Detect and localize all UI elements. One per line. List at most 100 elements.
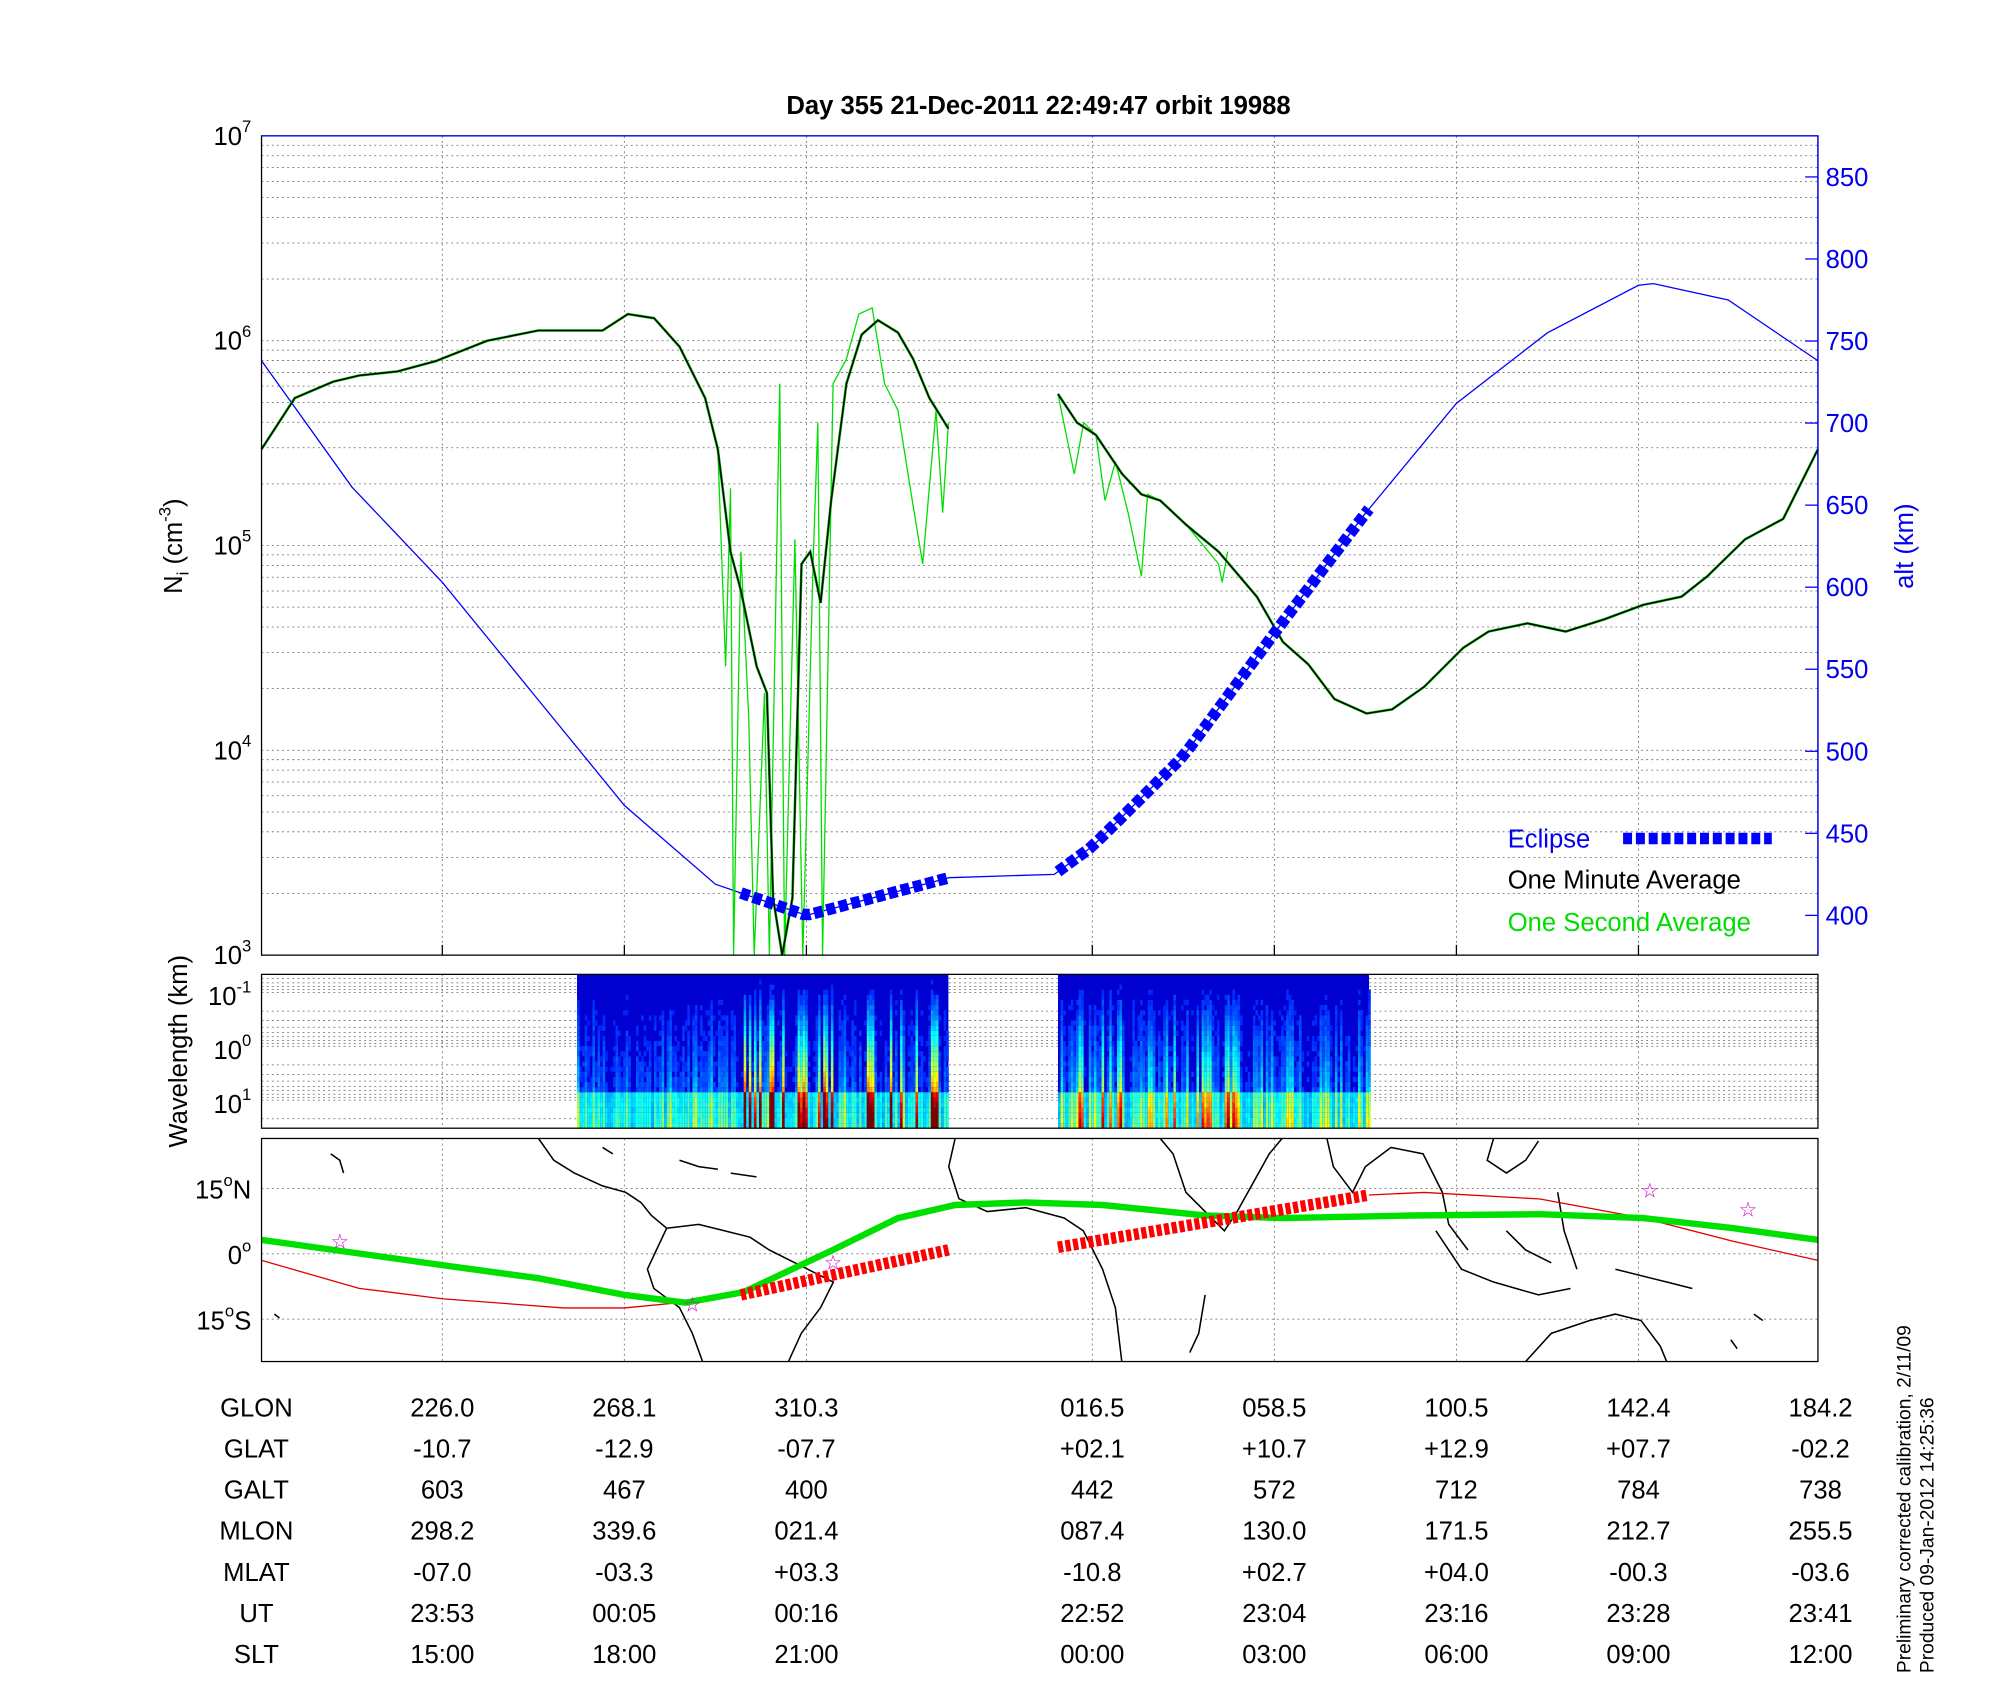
spectrogram-cell [794,1035,798,1042]
spectrogram-cell [853,1000,857,1006]
spectrogram-cell [920,1051,924,1057]
spectrogram-cell [1278,1082,1282,1088]
spectrogram-cell [925,1041,929,1047]
spectrogram-cell [725,1046,729,1052]
spectrogram-cell [625,1010,629,1016]
spectrogram-cell [1229,1051,1233,1057]
spectrogram-cell [1209,1041,1212,1047]
spectrogram-cell [638,1087,642,1093]
spectrogram-cell [1288,1015,1292,1021]
spectrogram-cell [625,1066,629,1072]
spectrogram-cell [936,1041,939,1047]
spectrogram-cell [669,1025,672,1031]
spectrogram-cell [687,1020,690,1026]
spectrogram-cell [1078,1005,1082,1011]
spectrogram-cell [1214,1097,1217,1103]
spectrogram-cell [712,1035,716,1042]
spectrogram-cell [851,1041,854,1047]
spectrogram-cell [915,1020,919,1026]
spectrogram-cell [1250,1112,1253,1118]
spectrogram-cell [1114,1123,1117,1129]
spectrogram-cell [887,1107,890,1113]
spectrogram-cell [1296,1102,1300,1108]
spectrogram-cell [874,1112,878,1118]
spectrogram-cell [1147,1082,1151,1088]
spectrogram-cell [1078,1123,1082,1129]
spectrogram-cell [1152,1035,1156,1042]
spectrogram-cell [897,1102,901,1108]
spectrogram-cell [1137,1020,1141,1026]
spectrogram-cell [1204,1041,1207,1047]
spectrogram-cell [1083,1071,1087,1077]
spectrogram-cell [1358,1035,1361,1042]
spectrogram-cell [730,1015,734,1021]
legend-second-label: One Second Average [1508,909,1751,937]
spectrogram-cell [928,1097,931,1103]
spectrogram-cell [864,1092,867,1098]
spectrogram-cell [1140,1015,1143,1021]
spectrogram-cell [597,1061,601,1067]
spectrogram-cell [659,1102,662,1108]
spectrogram-cell [1232,1051,1235,1057]
spectrogram-cell [894,1066,898,1072]
spectrogram-cell [1106,1066,1110,1072]
spectrogram-cell [587,1071,590,1077]
table-cell: 298.2 [410,1518,474,1546]
spectrogram-cell [1081,1020,1084,1026]
spectrogram-cell [1340,1030,1343,1036]
spectrogram-cell [1088,1030,1092,1036]
spectrogram-cell [1347,1112,1351,1118]
spectrogram-cell [1063,1112,1066,1118]
spectrogram-cell [1114,1112,1117,1118]
spectrogram-cell [715,1102,719,1108]
spectrogram-cell [828,1107,831,1113]
spectrogram-cell [1173,1005,1176,1011]
spectrogram-cell [1270,1035,1274,1042]
spectrogram-cell [1288,994,1292,1000]
spectrogram-cell [1106,1046,1110,1052]
spectrogram-cell [1132,1020,1135,1026]
spectrogram-cell [1327,1056,1330,1062]
spectrogram-cell [759,1010,762,1016]
spectrogram-cell [769,1076,772,1083]
spectrogram-cell [946,1071,949,1077]
spectrogram-cell [823,1010,826,1016]
spectrogram-cell [820,1112,824,1118]
spectrogram-cell [823,1097,826,1103]
spectrogram-cell [1116,1051,1120,1057]
spectrogram-cell [1306,1123,1310,1129]
spectrogram-cell [1088,1066,1092,1072]
spectrogram-cell [730,1123,734,1129]
spectrogram-cell [910,1046,913,1052]
spectrogram-cell [1268,1025,1271,1031]
spectrogram-cell [700,1112,703,1118]
spectrogram-cell [1234,1000,1238,1006]
spectrogram-cell [1111,1117,1115,1124]
spectrogram-cell [938,1015,942,1021]
spectrogram-cell [1106,1041,1110,1047]
spectrogram-cell [830,1092,834,1098]
spectrogram-cell [1170,1107,1174,1113]
spectrogram-cell [756,1061,760,1067]
table-row-label: MLON [219,1518,293,1546]
spectrogram-cell [700,1092,703,1098]
spectrogram-cell [779,1061,783,1067]
spectrogram-cell [915,1082,919,1088]
spectrogram-cell [1255,1051,1258,1057]
spectrogram-cell [1209,1030,1212,1036]
spectrogram-cell [1083,1123,1087,1129]
spectrogram-cell [1119,1071,1123,1077]
spectrogram-cell [1286,1041,1289,1047]
spectrogram-cell [866,1071,870,1077]
spectrogram-cell [1352,1056,1356,1062]
spectrogram-cell [764,1117,767,1124]
spectrogram-cell [915,1061,919,1067]
spectrogram-cell [702,1061,706,1067]
spectrogram-cell [1196,1056,1200,1062]
spectrogram-cell [623,1097,626,1103]
spectrogram-cell [628,1056,631,1062]
spectrogram-cell [764,1087,767,1093]
spectrogram-cell [1175,1020,1179,1026]
spectrogram-cell [1306,1112,1310,1118]
spectrogram-cell [733,1112,736,1118]
